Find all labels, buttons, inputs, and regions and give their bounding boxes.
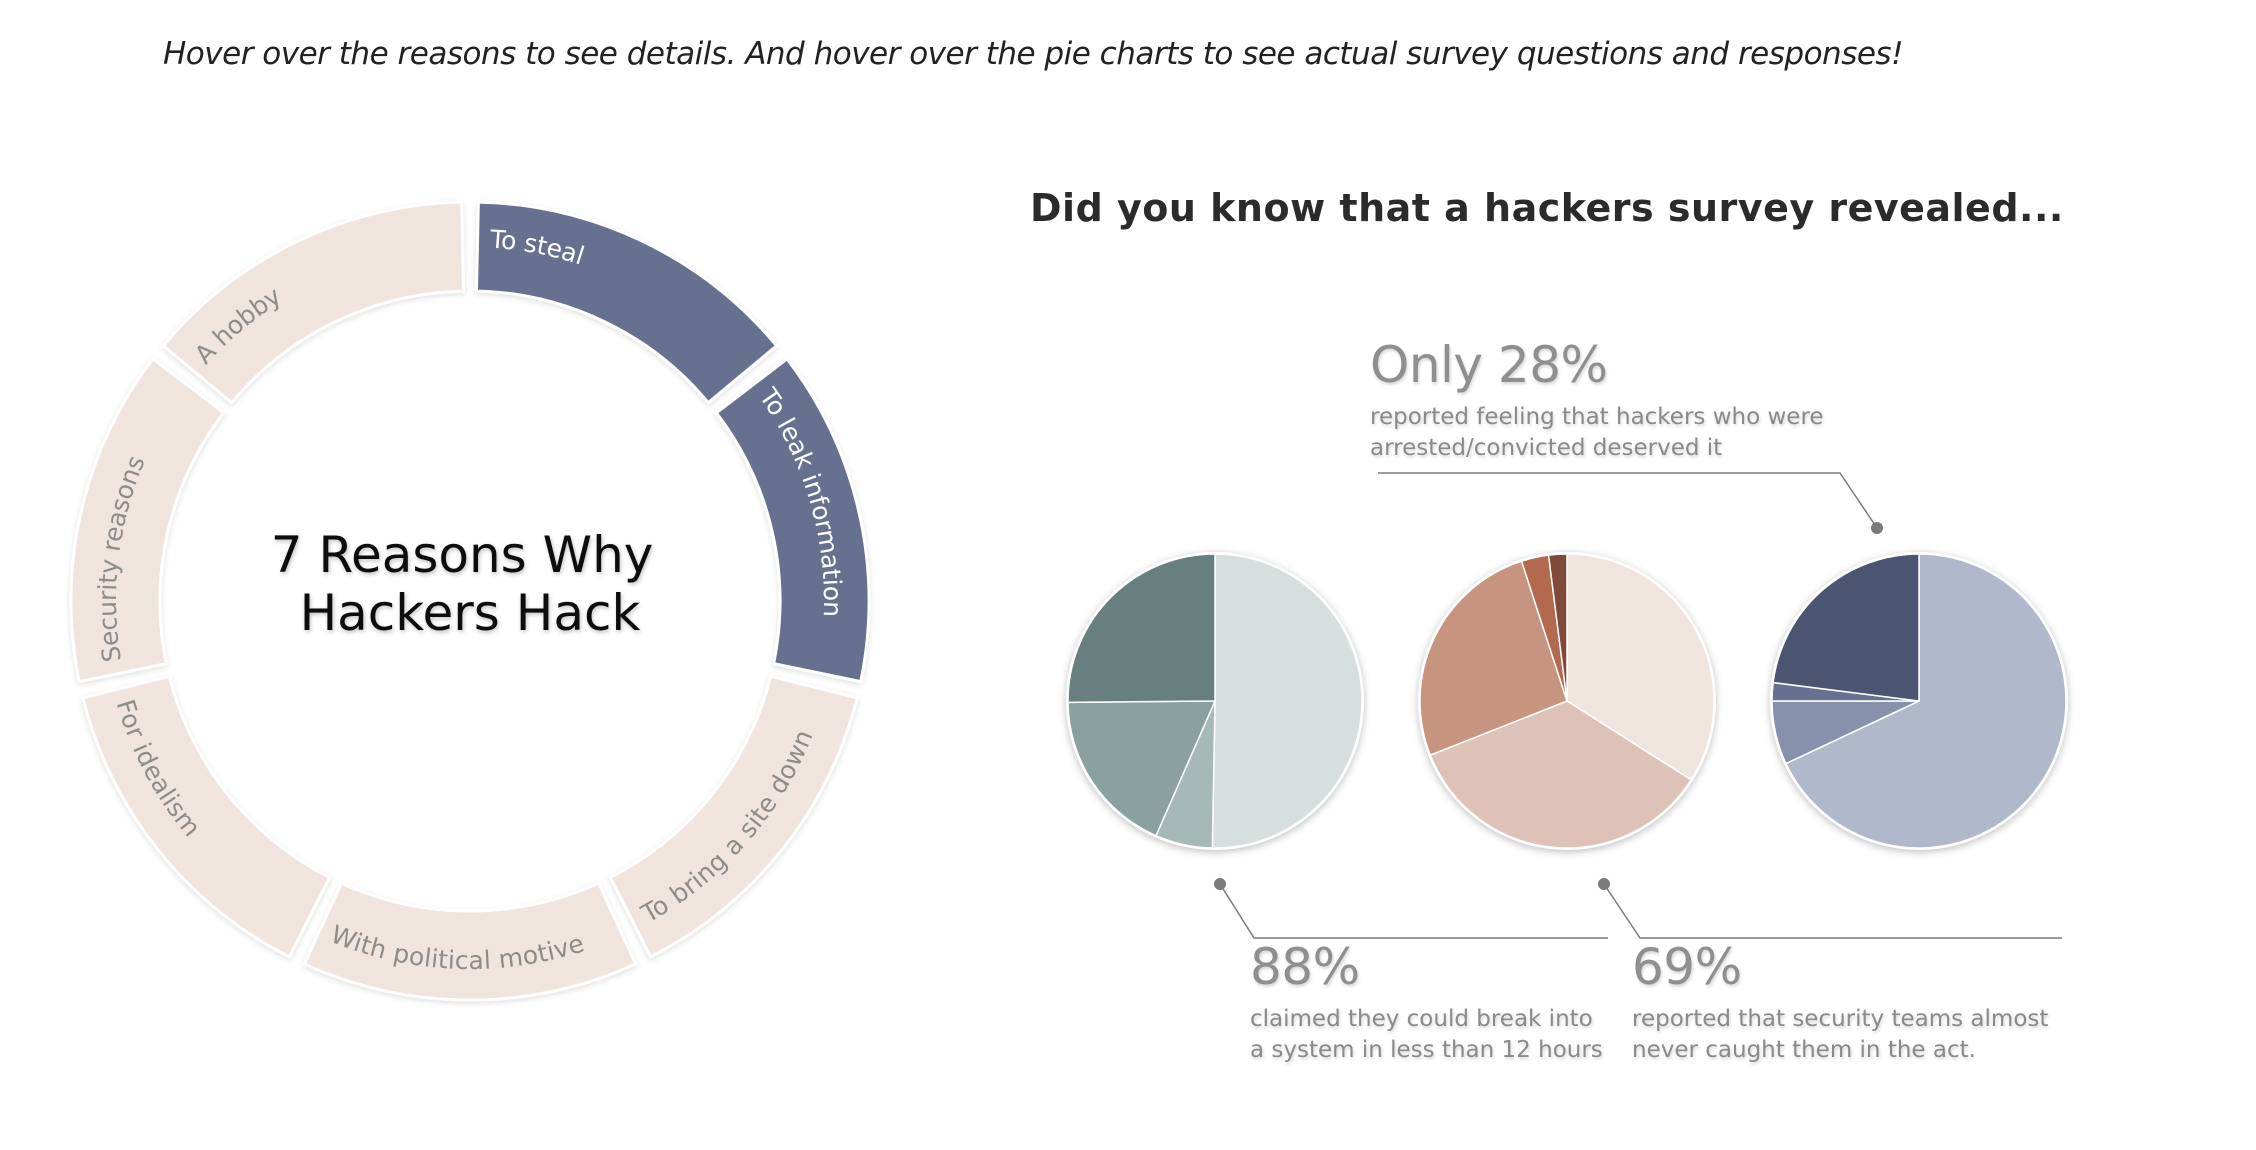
stat-69-percent: 69% reported that security teams almost … xyxy=(1632,942,2072,1066)
pie-2-slice-2[interactable] xyxy=(1429,700,1693,849)
donut-segment-to-bring-a-site-down[interactable] xyxy=(608,674,859,959)
instructions-text: Hover over the reasons to see details. A… xyxy=(163,36,1904,72)
donut-segment-to-leak-information[interactable] xyxy=(714,357,871,684)
pie-2-slice-5[interactable] xyxy=(1547,553,1568,702)
pie-1-slice-1[interactable] xyxy=(1211,553,1363,849)
donut-title: 7 Reasons Why Hackers Hack xyxy=(271,526,670,642)
survey-pie-1[interactable] xyxy=(1066,552,1364,850)
donut-segment-security-reasons[interactable] xyxy=(69,357,226,684)
stat-description-line2: a system in less than 12 hours xyxy=(1250,1037,1603,1063)
stat-description-line1: reported that security teams almost xyxy=(1632,1006,2049,1032)
donut-segment-for-idealism[interactable] xyxy=(81,674,332,959)
callout-line-69 xyxy=(1603,883,2062,939)
stat-value: Only 28% xyxy=(1370,336,1608,394)
stat-value: 88% xyxy=(1250,938,1360,996)
survey-pie-charts xyxy=(1066,552,2068,850)
pie-1-slice-4[interactable] xyxy=(1067,553,1216,704)
pie-1-slice-3[interactable] xyxy=(1067,700,1217,837)
donut-segment-with-political-motive[interactable] xyxy=(302,881,638,1002)
stat-value: 69% xyxy=(1632,938,1742,996)
pie-3-slice-1[interactable] xyxy=(1784,553,2067,849)
stat-description-line2: arrested/convicted deserved it xyxy=(1370,435,1723,461)
donut-title-line1: 7 Reasons Why xyxy=(271,526,654,584)
pie-3-slice-4[interactable] xyxy=(1772,553,1920,702)
stat-88-percent: 88% claimed they could break into a syst… xyxy=(1250,942,1630,1066)
donut-segment-a-hobby[interactable] xyxy=(161,200,466,405)
stat-description-line2: never caught them in the act. xyxy=(1632,1037,1976,1063)
callout-line-88 xyxy=(1219,883,1608,939)
stat-description-line1: reported feeling that hackers who were xyxy=(1370,404,1824,430)
pie-2-slice-1[interactable] xyxy=(1566,553,1715,781)
donut-segment-to-steal[interactable] xyxy=(474,200,779,405)
pie-2-slice-3[interactable] xyxy=(1419,560,1568,757)
donut-title-line2: Hackers Hack xyxy=(300,584,641,642)
stat-description-line1: claimed they could break into xyxy=(1250,1006,1593,1032)
survey-pie-2[interactable] xyxy=(1418,552,1716,850)
survey-heading: Did you know that a hackers survey revea… xyxy=(1030,186,2064,230)
survey-pie-3[interactable] xyxy=(1770,552,2068,850)
stat-28-percent: Only 28% reported feeling that hackers w… xyxy=(1370,340,1890,464)
